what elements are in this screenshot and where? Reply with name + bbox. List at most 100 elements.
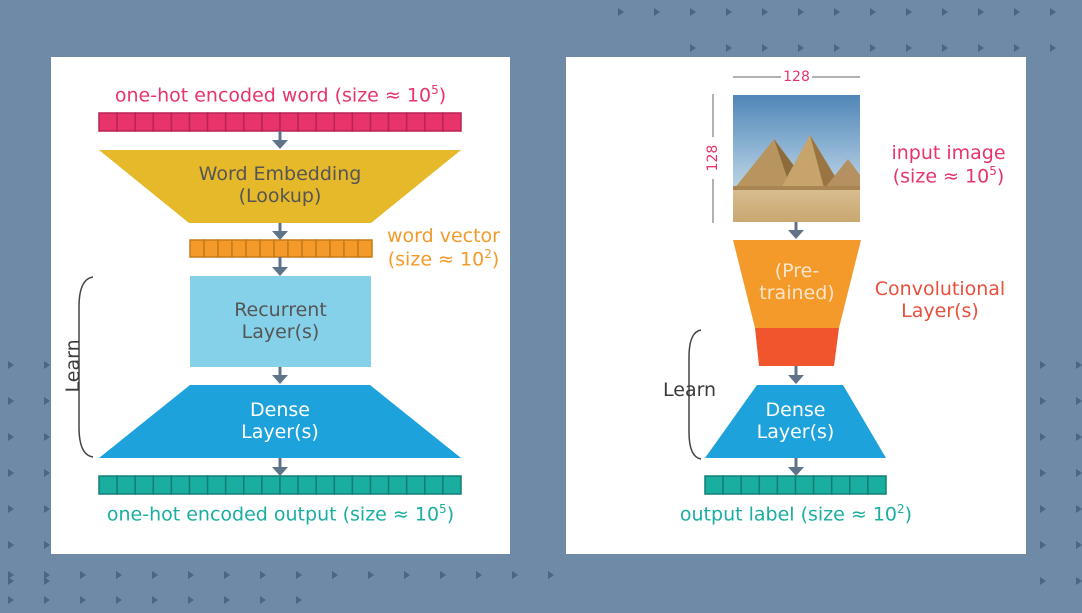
input-vector-cell bbox=[224, 112, 245, 132]
arrow-head bbox=[788, 375, 804, 384]
pattern-arrow bbox=[80, 571, 86, 579]
learn-label: Learn bbox=[663, 379, 717, 401]
output-vector-cell bbox=[134, 475, 155, 495]
output-vector-cell bbox=[722, 475, 742, 495]
arrow-head bbox=[272, 231, 288, 240]
output-vector-cell bbox=[224, 475, 245, 495]
image-model-diagram bbox=[688, 76, 887, 495]
word-vector-cell bbox=[329, 239, 345, 258]
pretrained-conv-block bbox=[733, 240, 861, 328]
pattern-arrow bbox=[440, 571, 446, 579]
pattern-arrow bbox=[8, 469, 14, 477]
pattern-arrow bbox=[8, 541, 14, 549]
pattern-arrow bbox=[188, 596, 194, 604]
pattern-arrow bbox=[332, 571, 338, 579]
pattern-arrow bbox=[512, 571, 518, 579]
pattern-arrow bbox=[906, 44, 912, 52]
recurrent-layer-label: Recurrent Layer(s) bbox=[234, 299, 327, 343]
input-vector-cell bbox=[405, 112, 426, 132]
word-vector-cell bbox=[343, 239, 359, 258]
pattern-arrow bbox=[1040, 433, 1046, 441]
word-model-diagram bbox=[78, 112, 462, 495]
pattern-arrow bbox=[1014, 8, 1020, 16]
output-vector-cell bbox=[849, 475, 869, 495]
pattern-arrow bbox=[690, 44, 696, 52]
pretrained-label: (Pre- trained) bbox=[759, 260, 835, 304]
recurrent-layer-block bbox=[190, 276, 371, 367]
arrow-head bbox=[272, 140, 288, 149]
pattern-arrow bbox=[44, 397, 50, 405]
pattern-arrow bbox=[1040, 541, 1046, 549]
word-vector-cell bbox=[273, 239, 289, 258]
input-vector-cell bbox=[297, 112, 317, 132]
pattern-arrow bbox=[8, 577, 14, 585]
output-vector-cell bbox=[740, 475, 761, 495]
pattern-arrow bbox=[44, 505, 50, 513]
pattern-arrow bbox=[44, 541, 50, 549]
output-vector-cell bbox=[704, 475, 724, 495]
pattern-arrow bbox=[44, 571, 50, 579]
input-vector-cell bbox=[424, 112, 444, 132]
word-vector-cell bbox=[287, 239, 303, 258]
pattern-arrow bbox=[690, 8, 696, 16]
pattern-arrow bbox=[260, 571, 266, 579]
word-vector bbox=[189, 239, 373, 258]
pattern-arrow bbox=[1014, 44, 1020, 52]
pattern-arrow bbox=[942, 8, 948, 16]
word-vector-cell bbox=[259, 239, 275, 258]
one-hot-output-vector bbox=[98, 475, 462, 495]
output-vector-cell bbox=[424, 475, 444, 495]
pattern-arrow bbox=[152, 571, 158, 579]
image-width-label: 128 bbox=[783, 69, 810, 85]
learn-bracket bbox=[688, 329, 702, 460]
pattern-arrow bbox=[1076, 505, 1082, 513]
arrow-head bbox=[272, 267, 288, 276]
output-label-caption: output label (size ≈ 102) bbox=[679, 502, 913, 526]
pattern-arrow bbox=[548, 571, 554, 579]
pattern-arrow bbox=[762, 8, 768, 16]
output-vector-cell bbox=[369, 475, 390, 495]
input-vector-cell bbox=[369, 112, 390, 132]
output-vector-cell bbox=[830, 475, 851, 495]
flow-arrows bbox=[788, 222, 804, 476]
output-vector-cell bbox=[261, 475, 281, 495]
pyramids-input-image bbox=[733, 95, 860, 222]
pattern-arrow bbox=[654, 8, 660, 16]
dense-layer-block bbox=[99, 385, 461, 458]
output-vector-cell bbox=[116, 475, 136, 495]
pattern-arrow bbox=[870, 8, 876, 16]
conv-trainable-block bbox=[755, 328, 839, 366]
input-vector-cell bbox=[116, 112, 136, 132]
pattern-arrow bbox=[726, 8, 732, 16]
pattern-arrow bbox=[296, 571, 302, 579]
arrow-head bbox=[788, 467, 804, 476]
output-vector-cell bbox=[442, 475, 462, 495]
pattern-arrow bbox=[1040, 577, 1046, 585]
output-vector-cell bbox=[279, 475, 299, 495]
pattern-arrow bbox=[8, 596, 14, 604]
pattern-arrow bbox=[762, 44, 768, 52]
output-vector-cell bbox=[315, 475, 336, 495]
word-vector-cell bbox=[231, 239, 247, 258]
output-vector-cell bbox=[867, 475, 887, 495]
word-vector-cell bbox=[301, 239, 317, 258]
pattern-arrow bbox=[798, 44, 804, 52]
output-vector-cell bbox=[405, 475, 426, 495]
input-vector-cell bbox=[170, 112, 191, 132]
pattern-arrow bbox=[44, 577, 50, 585]
output-vector-cell bbox=[98, 475, 118, 495]
image-model-panel: 128 128 input image (size ≈ 105) (Pre- t… bbox=[566, 57, 1026, 554]
pattern-arrow bbox=[188, 571, 194, 579]
output-vector-cell bbox=[243, 475, 263, 495]
input-vector-cell bbox=[98, 112, 118, 132]
pattern-arrow bbox=[1076, 433, 1082, 441]
pattern-arrow bbox=[44, 433, 50, 441]
pattern-arrow bbox=[8, 397, 14, 405]
pattern-arrow bbox=[1076, 541, 1082, 549]
pattern-arrow bbox=[978, 8, 984, 16]
input-caption: one-hot encoded word (size ≈ 105) bbox=[114, 83, 447, 107]
input-vector-cell bbox=[206, 112, 227, 132]
input-vector-cell bbox=[279, 112, 299, 132]
word-vector-caption: word vector (size ≈ 102) bbox=[386, 225, 500, 271]
pattern-arrow bbox=[834, 44, 840, 52]
